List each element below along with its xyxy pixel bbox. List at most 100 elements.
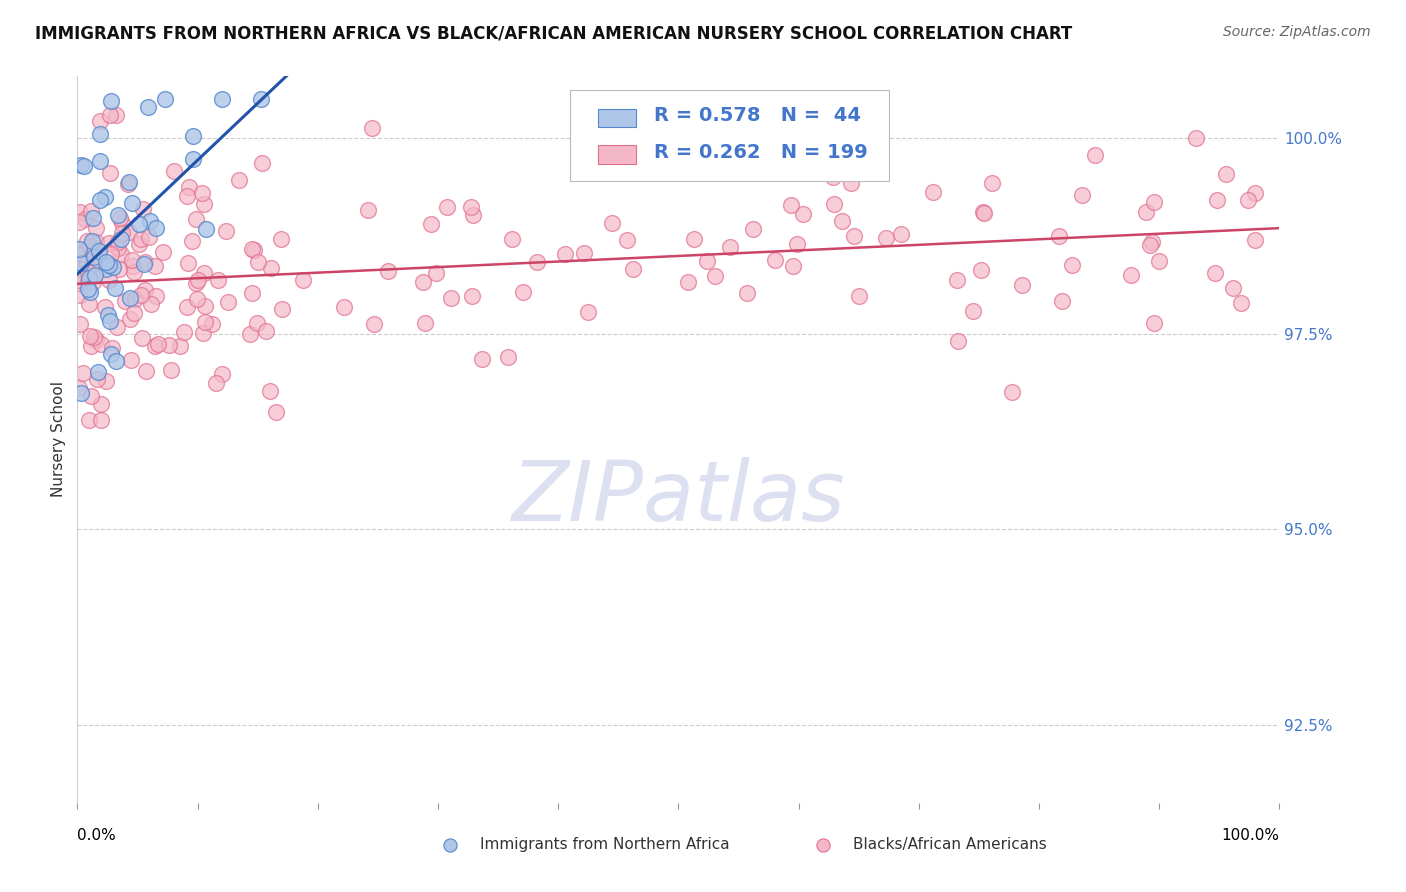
Point — [890, 227, 912, 241]
Point — [461, 208, 484, 222]
Point — [90, 413, 112, 427]
Point — [89, 113, 111, 128]
Point — [145, 220, 167, 235]
Point — [823, 196, 845, 211]
Point — [100, 95, 122, 109]
Point — [100, 346, 122, 360]
Point — [76, 275, 98, 289]
Point — [792, 207, 814, 221]
Point — [1236, 193, 1258, 207]
Point — [855, 122, 877, 136]
Point — [186, 292, 208, 306]
Point — [94, 190, 117, 204]
Point — [143, 338, 166, 352]
Point — [357, 202, 380, 217]
Point — [84, 235, 107, 249]
Point — [737, 285, 759, 300]
Point — [120, 292, 142, 306]
Point — [181, 235, 204, 249]
Point — [135, 364, 157, 378]
Point — [576, 304, 599, 318]
Text: 100.0%: 100.0% — [1222, 829, 1279, 843]
Point — [77, 270, 100, 285]
Point — [526, 255, 548, 269]
Point — [972, 204, 994, 219]
Point — [377, 264, 399, 278]
Point — [75, 211, 97, 226]
Point — [207, 273, 229, 287]
Point — [67, 273, 90, 287]
Point — [132, 202, 155, 217]
Point — [260, 261, 283, 276]
Point — [122, 265, 145, 279]
Point — [678, 275, 700, 289]
Point — [77, 282, 100, 296]
Point — [89, 244, 111, 258]
Point — [121, 196, 143, 211]
Point — [76, 256, 98, 270]
Point — [98, 235, 121, 250]
Y-axis label: Nursery School: Nursery School — [51, 381, 66, 498]
Point — [128, 217, 150, 231]
Point — [970, 262, 993, 277]
Point — [76, 265, 98, 279]
Point — [67, 382, 90, 396]
Point — [110, 226, 132, 240]
Point — [243, 244, 266, 258]
Point — [1139, 238, 1161, 252]
FancyBboxPatch shape — [598, 109, 637, 128]
Point — [120, 312, 142, 326]
Point — [100, 341, 122, 355]
Text: Source: ZipAtlas.com: Source: ZipAtlas.com — [1223, 25, 1371, 39]
Point — [1084, 148, 1107, 162]
Point — [79, 238, 101, 252]
Point — [83, 250, 105, 264]
Point — [169, 339, 191, 353]
Point — [1070, 188, 1092, 202]
Point — [242, 285, 264, 300]
Point — [105, 319, 128, 334]
Point — [786, 236, 808, 251]
Point — [89, 193, 111, 207]
Point — [69, 288, 91, 302]
Point — [413, 316, 436, 330]
Point — [98, 314, 121, 328]
Point — [292, 272, 315, 286]
Point — [1143, 317, 1166, 331]
Point — [194, 315, 217, 329]
Point — [69, 262, 91, 277]
Point — [875, 231, 897, 245]
Point — [186, 277, 208, 291]
Point — [1119, 268, 1142, 282]
Point — [250, 156, 273, 170]
Point — [425, 266, 447, 280]
Point — [823, 170, 845, 185]
Point — [259, 384, 281, 398]
Point — [139, 214, 162, 228]
Point — [217, 295, 239, 310]
Point — [193, 266, 215, 280]
Point — [1143, 195, 1166, 210]
Point — [111, 216, 134, 230]
Point — [152, 245, 174, 260]
Point — [122, 306, 145, 320]
Point — [96, 374, 118, 388]
Point — [98, 166, 121, 180]
Point — [96, 255, 118, 269]
Point — [460, 200, 482, 214]
Point — [501, 232, 523, 246]
Point — [97, 258, 120, 272]
Point — [696, 253, 718, 268]
Text: ZIPatlas: ZIPatlas — [512, 457, 845, 538]
Point — [962, 304, 984, 318]
Point — [460, 289, 482, 303]
Point — [90, 337, 112, 351]
Point — [1011, 277, 1033, 292]
Point — [270, 232, 292, 246]
Text: IMMIGRANTS FROM NORTHERN AFRICA VS BLACK/AFRICAN AMERICAN NURSERY SCHOOL CORRELA: IMMIGRANTS FROM NORTHERN AFRICA VS BLACK… — [35, 25, 1073, 43]
Point — [107, 235, 129, 249]
Point — [419, 217, 441, 231]
Point — [83, 330, 105, 344]
Point — [173, 325, 195, 339]
Point — [70, 386, 93, 401]
